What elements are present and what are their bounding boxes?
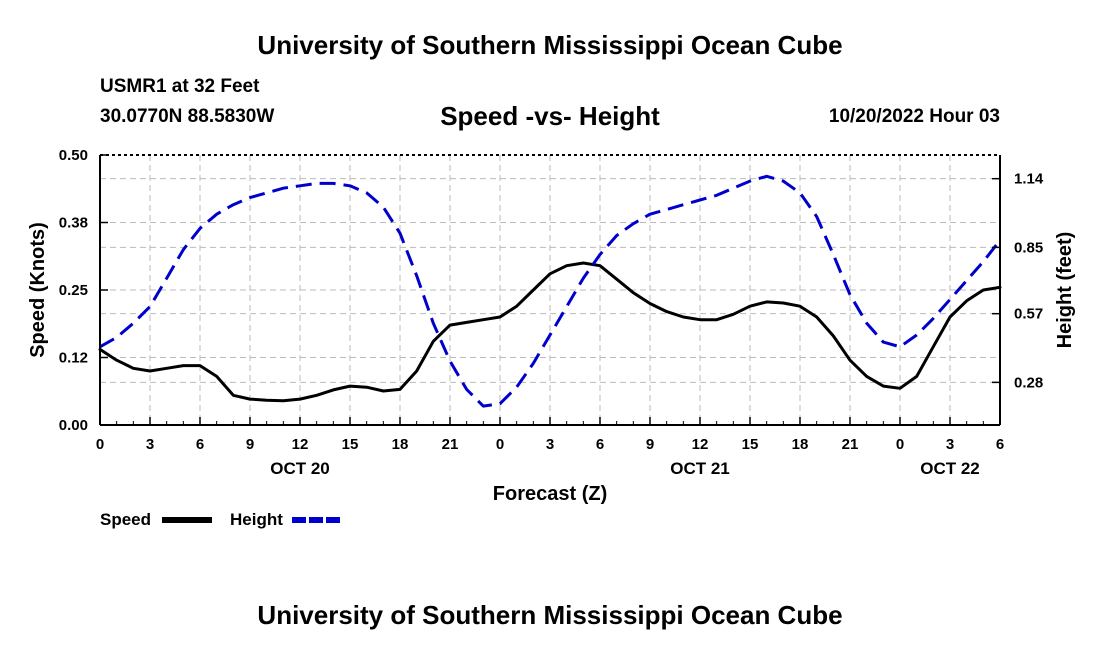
chart-subtitle: Speed -vs- Height [440,101,660,131]
x-tick-label: 0 [96,436,104,453]
x-tick-label: 3 [946,436,954,453]
x-tick-label: 3 [546,436,554,453]
legend-height-label: Height [230,510,283,529]
day-label: OCT 22 [920,459,980,478]
x-tick-label: 18 [392,436,409,453]
height-series-line [99,174,1002,408]
x-tick-label: 21 [442,436,459,453]
station-label: USMR1 at 32 Feet [100,76,260,97]
x-tick-label: 6 [596,436,604,453]
x-tick-label: 9 [646,436,654,453]
x-tick-label: 18 [792,436,809,453]
y-tick-label: 0.00 [59,417,88,434]
x-tick-label: 12 [292,436,309,453]
x-tick-label: 9 [246,436,254,453]
y-tick-label: 0.50 [59,147,88,164]
axes [99,154,1001,426]
y2-axis-title: Height (feet) [1054,232,1076,349]
y2-tick-label: 0.28 [1014,374,1043,391]
forecast-datetime: 10/20/2022 Hour 03 [828,106,1000,127]
legend-speed-label: Speed [100,510,151,529]
x-tick-label: 6 [196,436,204,453]
day-label: OCT 21 [670,459,730,478]
x-tick-label: 0 [496,436,504,453]
y-tick-label: 0.25 [59,282,88,299]
y-tick-label: 0.38 [59,215,88,232]
x-tick-label: 0 [896,436,904,453]
y-tick-label: 0.12 [59,350,88,367]
y2-tick-label: 1.14 [1014,171,1044,188]
footer-title: University of Southern Mississippi Ocean… [257,600,843,630]
page-title: University of Southern Mississippi Ocean… [257,30,843,60]
x-tick-label: 15 [342,436,359,453]
x-tick-label: 6 [996,436,1004,453]
x-tick-label: 21 [842,436,859,453]
x-tick-label: 3 [146,436,154,453]
y2-tick-label: 0.85 [1014,239,1043,256]
x-tick-label: 15 [742,436,759,453]
x-axis-title: Forecast (Z) [493,483,607,505]
speed-series-line [98,261,1002,403]
series-layer [98,174,1002,408]
y-axis-title: Speed (Knots) [27,222,49,358]
legend: Speed Height [100,510,342,529]
axis-labels: 0 3 6 9 12 15 18 21 0 3 6 9 12 15 18 21 0 3 6 OCT 20 OCT 21 O… [27,147,1076,505]
y2-tick-label: 0.57 [1014,306,1043,323]
day-label: OCT 20 [270,459,330,478]
x-tick-label: 12 [692,436,709,453]
station-coordinates: 30.0770N 88.5830W [100,106,275,127]
grid [100,155,1000,425]
